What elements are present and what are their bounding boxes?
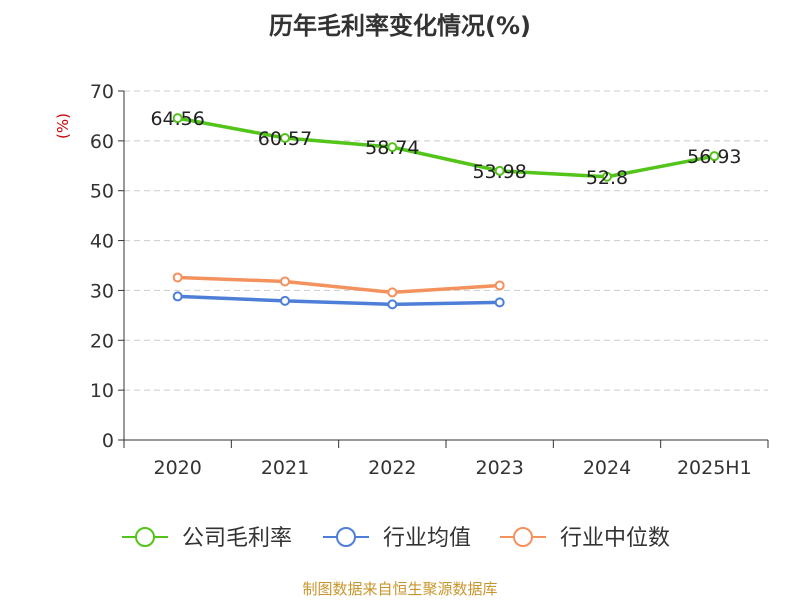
data-label: 64.56 <box>150 108 204 130</box>
source-note: 制图数据来自恒生聚源数据库 <box>302 580 497 598</box>
series-layer <box>172 113 720 310</box>
legend-marker <box>135 527 155 547</box>
data-point[interactable] <box>387 299 398 310</box>
data-label: 58.74 <box>365 137 419 159</box>
series-2 <box>172 272 505 298</box>
data-point[interactable] <box>280 276 290 287</box>
legend-item[interactable]: 公司毛利率 <box>122 526 292 551</box>
x-tick-label: 2023 <box>475 457 523 479</box>
series-line <box>175 294 502 307</box>
data-point[interactable] <box>280 133 290 144</box>
x-tick-label: 2022 <box>368 457 416 479</box>
y-tick-label: 70 <box>90 81 114 103</box>
legend-marker <box>513 527 533 547</box>
y-tick-label: 0 <box>102 430 114 452</box>
data-point[interactable] <box>172 113 183 124</box>
series-0 <box>172 113 720 182</box>
axes: 0 10 20 30 40 50 60 70 2020 2021 2022 2023 2024 2025H… <box>90 81 769 479</box>
data-label: 60.57 <box>258 128 312 150</box>
y-tick-label: 60 <box>90 131 114 153</box>
series-line <box>175 116 717 179</box>
y-tick-label: 40 <box>90 231 114 253</box>
x-tick-label: 2021 <box>261 457 309 479</box>
data-point[interactable] <box>494 165 505 176</box>
legend-label: 行业均值 <box>383 526 471 551</box>
legend-label: 行业中位数 <box>560 526 670 551</box>
data-labels: 64.56 60.57 58.74 53.98 52.8 56.93 <box>150 108 741 189</box>
x-tick-label: 2024 <box>583 457 631 479</box>
data-point[interactable] <box>709 151 720 162</box>
y-axis-label: (%) <box>54 113 72 139</box>
y-tick-label: 10 <box>90 380 114 402</box>
series-1 <box>172 291 505 310</box>
data-point[interactable] <box>602 171 612 182</box>
data-point[interactable] <box>172 291 183 302</box>
legend-item[interactable]: 行业均值 <box>323 526 471 551</box>
data-point[interactable] <box>494 280 505 291</box>
data-point[interactable] <box>172 272 183 283</box>
data-point[interactable] <box>387 142 398 153</box>
legend-marker <box>336 527 356 547</box>
data-label: 53.98 <box>472 161 526 183</box>
x-tick-label: 2025H1 <box>677 457 752 479</box>
legend-item[interactable]: 行业中位数 <box>500 526 670 551</box>
legend-label: 公司毛利率 <box>182 526 292 551</box>
data-point[interactable] <box>387 287 398 298</box>
y-tick-label: 30 <box>90 280 114 302</box>
legend: 公司毛利率 行业均值 行业中位数 <box>122 526 670 551</box>
y-tick-label: 20 <box>90 330 114 352</box>
x-tick-label: 2020 <box>153 457 201 479</box>
data-label: 56.93 <box>687 146 741 168</box>
chart-title: 历年毛利率变化情况(%) <box>269 12 531 40</box>
data-label: 52.8 <box>586 167 628 189</box>
data-point[interactable] <box>494 297 505 308</box>
data-point[interactable] <box>280 295 290 306</box>
y-tick-label: 50 <box>90 181 114 203</box>
gridlines <box>124 90 768 391</box>
series-line <box>175 275 502 295</box>
